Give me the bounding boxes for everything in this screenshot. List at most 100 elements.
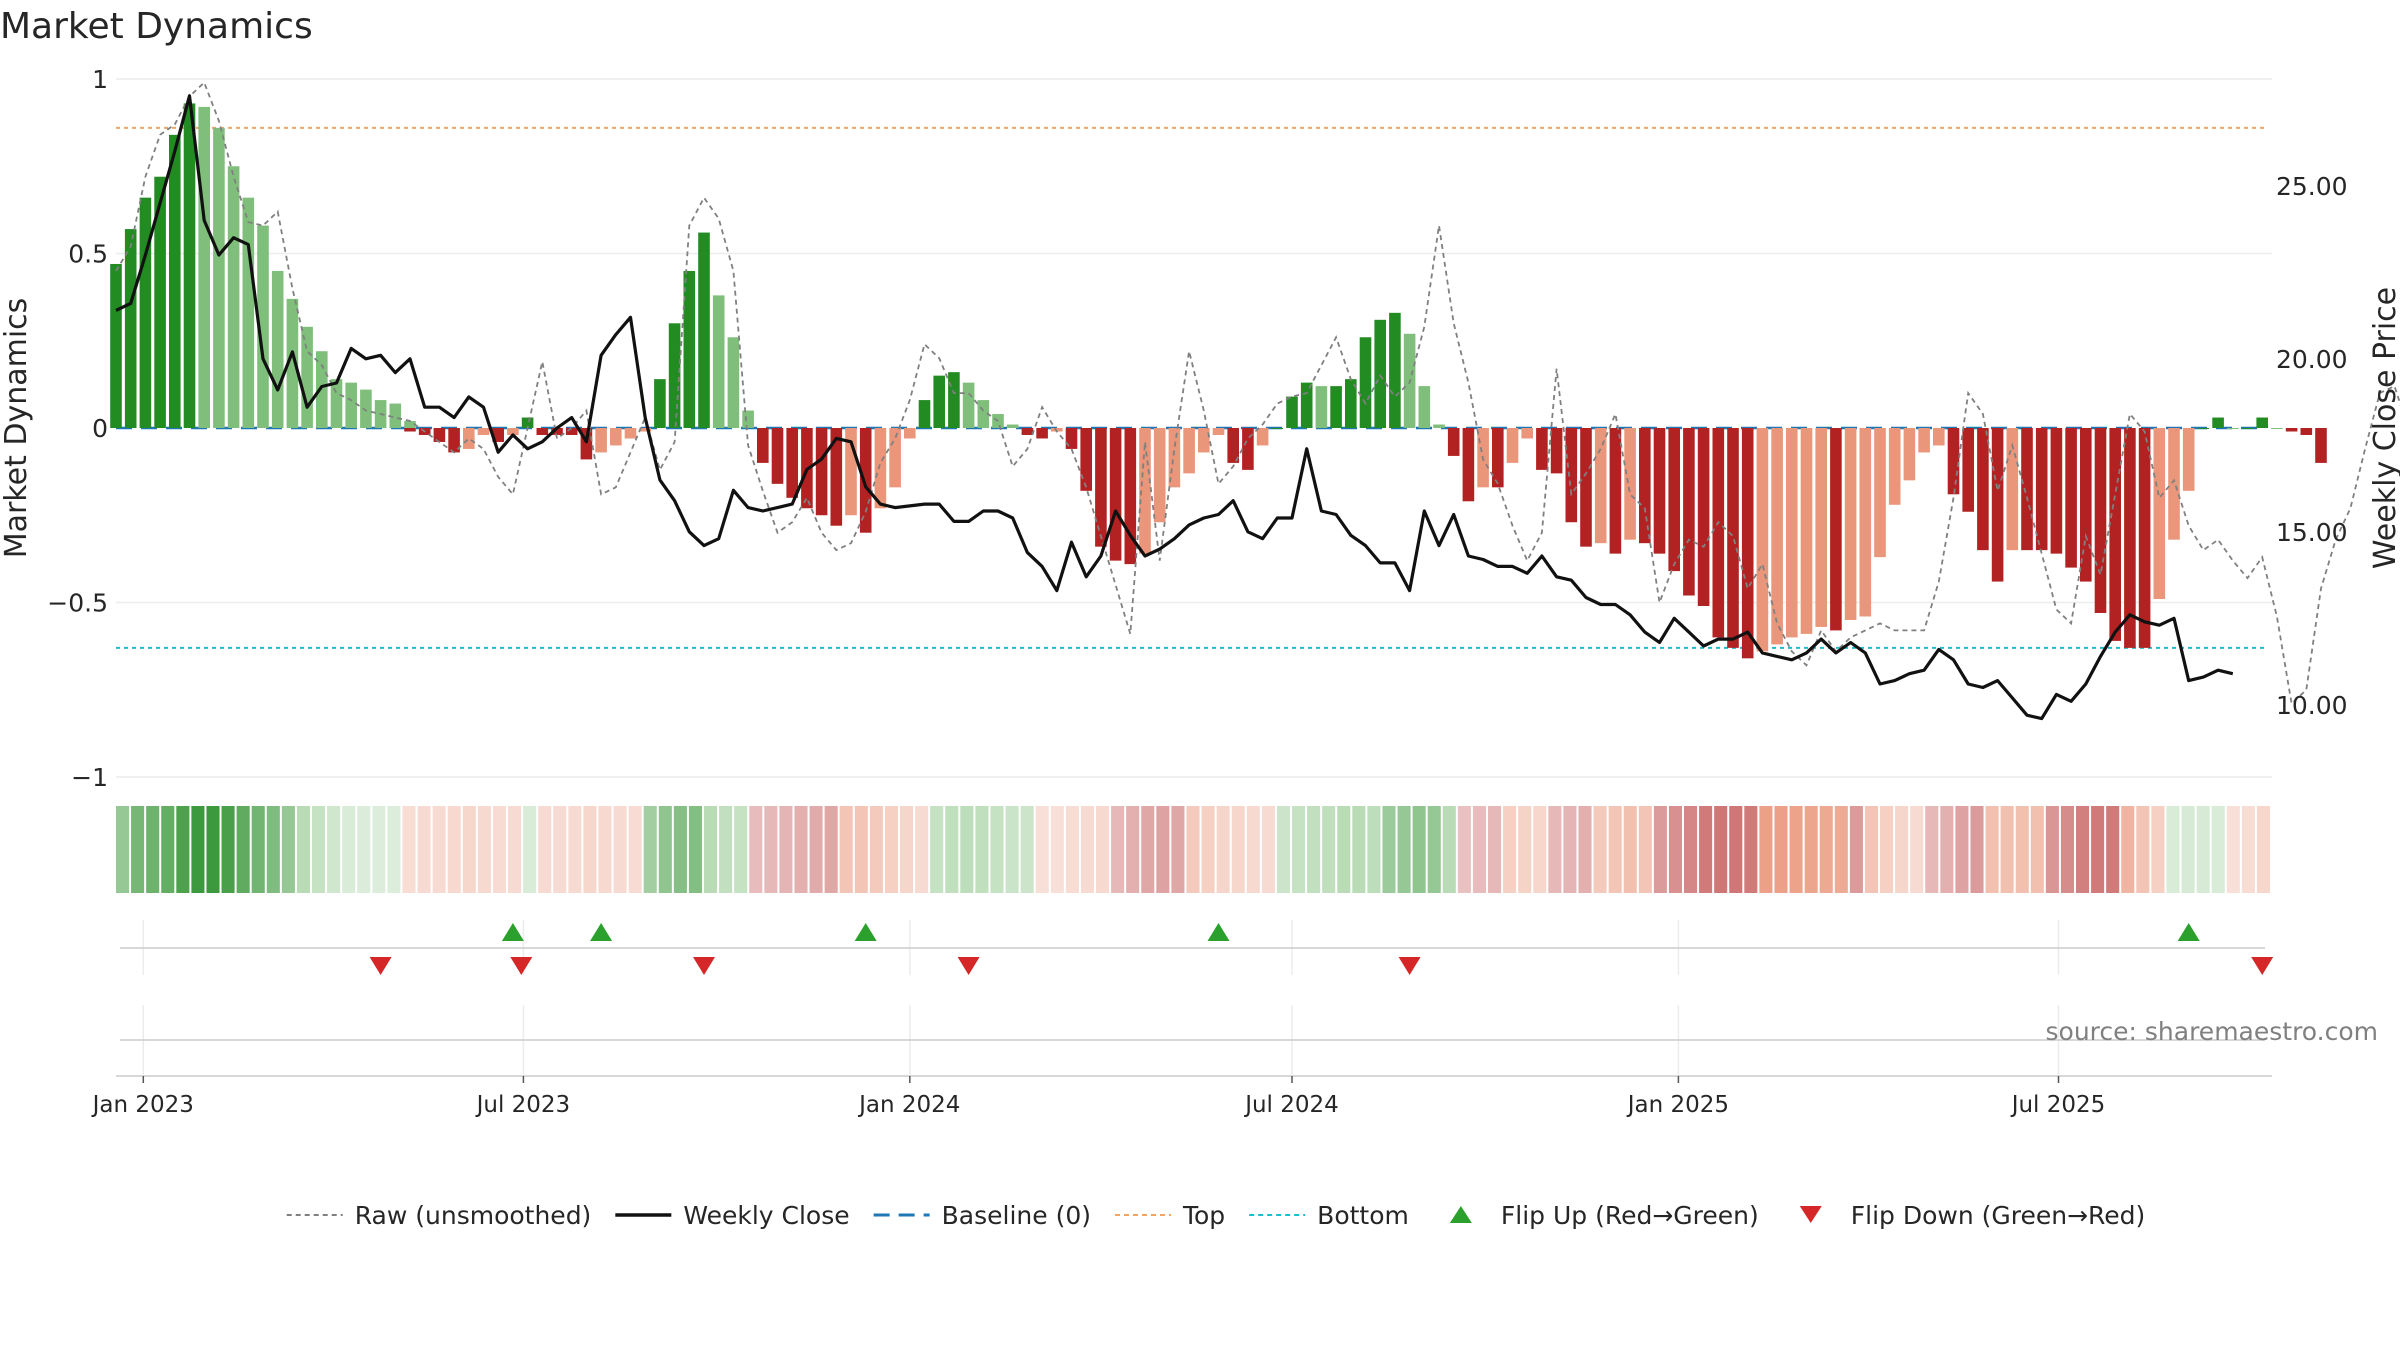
- dynamics-bar: [1065, 428, 1078, 449]
- regime-strip-cell: [2136, 806, 2150, 893]
- regime-strip-cell: [1653, 806, 1667, 893]
- dynamics-bar: [1095, 428, 1107, 547]
- flip-up-legend-icon: [1449, 1206, 1472, 1223]
- regime-strip-cell: [764, 806, 778, 893]
- flip-down-legend-icon: [1799, 1206, 1822, 1223]
- dynamics-bar: [1051, 428, 1063, 432]
- regime-strip-cell: [1141, 806, 1155, 893]
- regime-strip-cell: [492, 806, 506, 893]
- dynamics-bar: [2006, 428, 2019, 551]
- dynamics-bar: [786, 428, 798, 498]
- regime-strip-cell: [1050, 806, 1064, 893]
- regime-strip-cell: [1925, 806, 1939, 893]
- source-note: source: sharemaestro.com: [2046, 1017, 2379, 1046]
- regime-strip-cell: [327, 806, 341, 893]
- dynamics-bar: [198, 106, 210, 429]
- dynamics-bar: [1565, 428, 1578, 523]
- dynamics-bar: [1800, 428, 1813, 634]
- dynamics-bar: [933, 375, 945, 428]
- dynamics-bar: [1256, 428, 1269, 446]
- x-tick-label: Jul 2024: [1243, 1092, 1339, 1118]
- regime-strip-cell: [447, 806, 461, 893]
- legend-label: Bottom: [1317, 1201, 1409, 1230]
- regime-strip-cell: [2181, 806, 2195, 893]
- dynamics-bar: [2124, 428, 2136, 648]
- y2-tick-label: 20.00: [2276, 345, 2348, 374]
- regime-strip-cell: [1186, 806, 1200, 893]
- regime-strip-cell: [568, 806, 582, 893]
- dynamics-bar: [1830, 428, 1842, 631]
- regime-strip-cell: [854, 806, 868, 893]
- regime-strip-cell: [387, 806, 401, 893]
- dynamics-bar: [2271, 428, 2283, 429]
- regime-strip-cell: [2226, 806, 2240, 893]
- regime-strip-cell: [342, 806, 356, 893]
- dynamics-bar: [1580, 428, 1592, 547]
- regime-strip-cell: [1729, 806, 1743, 893]
- dynamics-bar: [1918, 428, 1930, 453]
- regime-strip-cell: [191, 806, 205, 893]
- legend-item: Bottom: [1249, 1201, 1409, 1230]
- dynamics-bar: [1447, 428, 1460, 456]
- regime-strip-cell: [1457, 806, 1471, 893]
- regime-strip-cell: [1412, 806, 1426, 893]
- regime-strip-cell: [643, 806, 657, 893]
- dynamics-bar: [1212, 428, 1225, 435]
- dynamics-bar: [1933, 428, 1945, 446]
- regime-strip-cell: [1548, 806, 1562, 893]
- dynamics-bar: [2315, 428, 2327, 463]
- series-lines: [115, 80, 2400, 721]
- regime-strip-cell: [146, 806, 160, 893]
- legend-item: Flip Up (Red→Green): [1449, 1201, 1759, 1230]
- dynamics-bar: [507, 428, 519, 435]
- dynamics-bar: [683, 270, 696, 428]
- legend-item: Baseline (0): [873, 1201, 1091, 1230]
- dynamics-bar: [2065, 428, 2077, 568]
- regime-strip-cell: [613, 806, 627, 893]
- regime-strip-cell: [1789, 806, 1803, 893]
- regime-strip-cell: [116, 806, 130, 893]
- regime-strip-cell: [1367, 806, 1381, 893]
- raw-unsmoothed-line: [115, 80, 2400, 706]
- x-tick-label: Jan 2025: [1626, 1092, 1729, 1118]
- regime-strip-cell: [1307, 806, 1321, 893]
- dynamics-bar: [1433, 424, 1445, 428]
- dynamics-bar: [1330, 386, 1342, 428]
- dynamics-bar: [2300, 428, 2313, 435]
- regime-strip-cell: [598, 806, 612, 893]
- regime-strip-cell: [1608, 806, 1622, 893]
- regime-strip-cell: [1593, 806, 1607, 893]
- regime-strip-cell: [1020, 806, 1034, 893]
- dynamics-bar: [110, 263, 122, 428]
- regime-strip-cell: [1503, 806, 1517, 893]
- dynamics-bar: [1594, 428, 1607, 544]
- regime-strip-cell: [1864, 806, 1878, 893]
- dynamics-bar: [1815, 428, 1827, 627]
- dynamics-bar: [2050, 428, 2063, 554]
- regime-strip-cell: [1352, 806, 1366, 893]
- regime-strip-cell: [2045, 806, 2059, 893]
- regime-strip-cell: [960, 806, 974, 893]
- regime-strip-cell: [2060, 806, 2074, 893]
- regime-strip-cell: [2106, 806, 2120, 893]
- dynamics-bar: [404, 421, 416, 428]
- dynamics-bar: [1962, 428, 1974, 512]
- dynamics-bar: [271, 270, 284, 428]
- dynamics-bar: [595, 428, 607, 453]
- dynamics-bar: [580, 428, 593, 460]
- dynamics-bar: [1036, 428, 1048, 439]
- y2-axis-label: Weekly Close Price: [2368, 287, 2400, 569]
- dynamics-bar: [1109, 428, 1122, 561]
- legend-label: Flip Up (Red→Green): [1501, 1201, 1759, 1230]
- regime-strip-cell: [2256, 806, 2270, 893]
- dynamics-bar: [1183, 428, 1195, 474]
- regime-strip-cell: [1322, 806, 1336, 893]
- y-tick-label: −0.5: [47, 589, 108, 618]
- dynamics-bar: [1668, 428, 1680, 572]
- regime-strip-cell: [1684, 806, 1698, 893]
- dynamics-bar: [2153, 428, 2166, 600]
- legend-label: Baseline (0): [942, 1201, 1091, 1230]
- dynamics-bar: [1874, 428, 1886, 558]
- chart-title: Market Dynamics: [0, 6, 313, 47]
- dynamics-bar: [904, 428, 916, 439]
